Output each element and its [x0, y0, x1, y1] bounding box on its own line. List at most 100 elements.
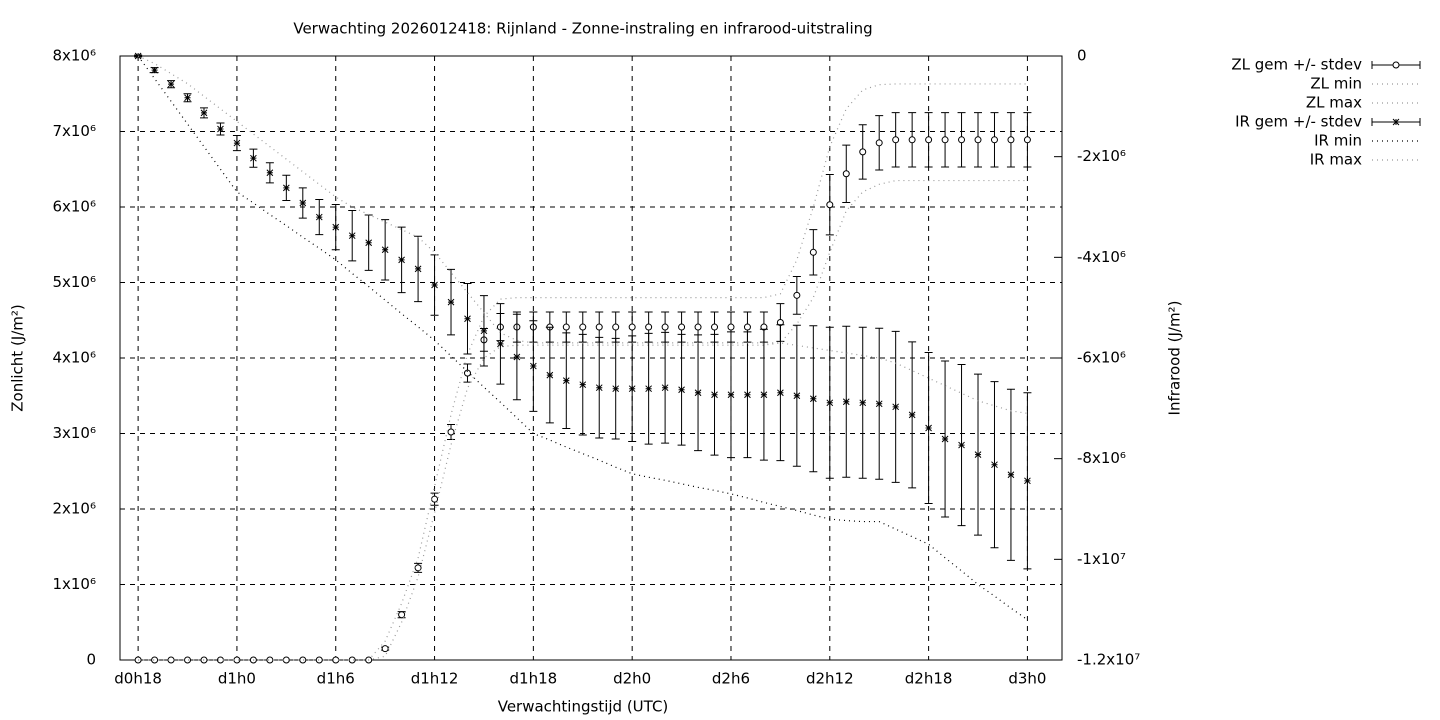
- marker: [777, 389, 784, 397]
- marker: [431, 495, 439, 503]
- y-axis-label: Zonlicht (J/m²): [9, 304, 27, 412]
- marker: [612, 323, 620, 331]
- legend-label: IR max: [1310, 151, 1362, 169]
- marker: [1007, 471, 1015, 479]
- y2-tick-label: -1x10⁷: [1077, 550, 1126, 568]
- line: [137, 55, 1028, 414]
- marker: [711, 391, 718, 399]
- marker: [151, 66, 158, 74]
- marker: [892, 136, 900, 144]
- marker: [332, 223, 340, 231]
- marker: [941, 136, 949, 144]
- x-tick-label: d1h12: [411, 670, 459, 688]
- marker: [875, 139, 883, 147]
- y2-tick-label: 0: [1077, 47, 1087, 65]
- marker: [826, 201, 834, 209]
- chart-title: Verwachting 2026012418: Rijnland - Zonne…: [293, 20, 872, 38]
- x-tick-label: d1h6: [317, 670, 355, 688]
- marker: [595, 384, 603, 392]
- y2-tick-label: -8x10⁶: [1077, 449, 1126, 467]
- marker: [793, 291, 801, 299]
- marker: [628, 385, 636, 393]
- marker: [579, 381, 587, 389]
- y2-tick-label: -1.2x10⁷: [1077, 651, 1140, 669]
- marker: [826, 399, 834, 407]
- y-tick-label: 7x10⁶: [52, 122, 96, 140]
- marker: [480, 327, 488, 335]
- x-tick-label: d2h18: [905, 670, 953, 688]
- y-tick-label: 5x10⁶: [52, 273, 96, 291]
- marker: [661, 384, 669, 392]
- marker: [645, 323, 653, 331]
- marker: [546, 371, 554, 379]
- marker: [398, 611, 406, 619]
- marker: [266, 656, 274, 664]
- marker: [842, 170, 850, 178]
- marker: [381, 645, 389, 653]
- line: [137, 55, 1028, 621]
- x-tick-label: d2h6: [712, 670, 750, 688]
- marker: [233, 139, 241, 147]
- marker: [694, 389, 702, 397]
- marker: [727, 391, 735, 399]
- marker: [595, 323, 603, 331]
- marker: [282, 184, 290, 192]
- marker: [530, 362, 537, 370]
- legend-label: ZL min: [1310, 75, 1362, 93]
- marker: [348, 656, 356, 664]
- y-tick-label: 2x10⁶: [52, 500, 96, 518]
- marker: [184, 656, 192, 664]
- legend-label: ZL gem +/- stdev: [1231, 56, 1362, 74]
- marker: [497, 340, 504, 348]
- marker: [562, 377, 570, 385]
- marker: [250, 154, 257, 162]
- y-tick-label: 8x10⁶: [52, 47, 96, 65]
- marker: [217, 125, 224, 133]
- x-tick-label: d2h0: [613, 670, 651, 688]
- marker: [266, 169, 274, 177]
- y-tick-label: 4x10⁶: [52, 349, 96, 367]
- marker: [958, 441, 965, 449]
- marker: [809, 248, 817, 256]
- legend-marker: [1392, 118, 1400, 126]
- marker: [1023, 136, 1031, 144]
- marker: [447, 428, 455, 436]
- x-tick-label: d3h0: [1008, 670, 1046, 688]
- marker: [447, 298, 455, 306]
- marker: [184, 94, 191, 102]
- marker: [1007, 136, 1015, 144]
- marker: [760, 391, 768, 399]
- legend-marker: [1392, 61, 1400, 69]
- marker: [958, 136, 966, 144]
- marker: [793, 392, 801, 400]
- marker: [431, 281, 438, 289]
- y-tick-label: 0: [86, 651, 96, 669]
- y-tick-label: 1x10⁶: [52, 575, 96, 593]
- marker: [941, 435, 949, 443]
- x-axis-label: Verwachtingstijd (UTC): [498, 698, 669, 716]
- marker: [381, 246, 389, 254]
- y-tick-label: 3x10⁶: [52, 424, 96, 442]
- marker: [463, 369, 471, 377]
- marker: [991, 461, 998, 469]
- y2-tick-label: -4x10⁶: [1077, 248, 1126, 266]
- marker: [875, 400, 883, 408]
- marker: [315, 656, 323, 664]
- marker: [1024, 477, 1031, 485]
- marker: [694, 323, 702, 331]
- marker: [414, 564, 422, 572]
- marker: [711, 323, 719, 331]
- x-tick-label: d0h18: [114, 670, 162, 688]
- marker: [842, 398, 850, 406]
- marker: [925, 136, 933, 144]
- marker: [315, 213, 323, 221]
- marker: [365, 239, 373, 247]
- marker: [299, 199, 307, 207]
- marker: [612, 385, 620, 393]
- marker: [513, 353, 521, 361]
- marker: [167, 80, 175, 88]
- y2-tick-label: -6x10⁶: [1077, 349, 1126, 367]
- marker: [299, 656, 307, 664]
- marker: [678, 386, 685, 394]
